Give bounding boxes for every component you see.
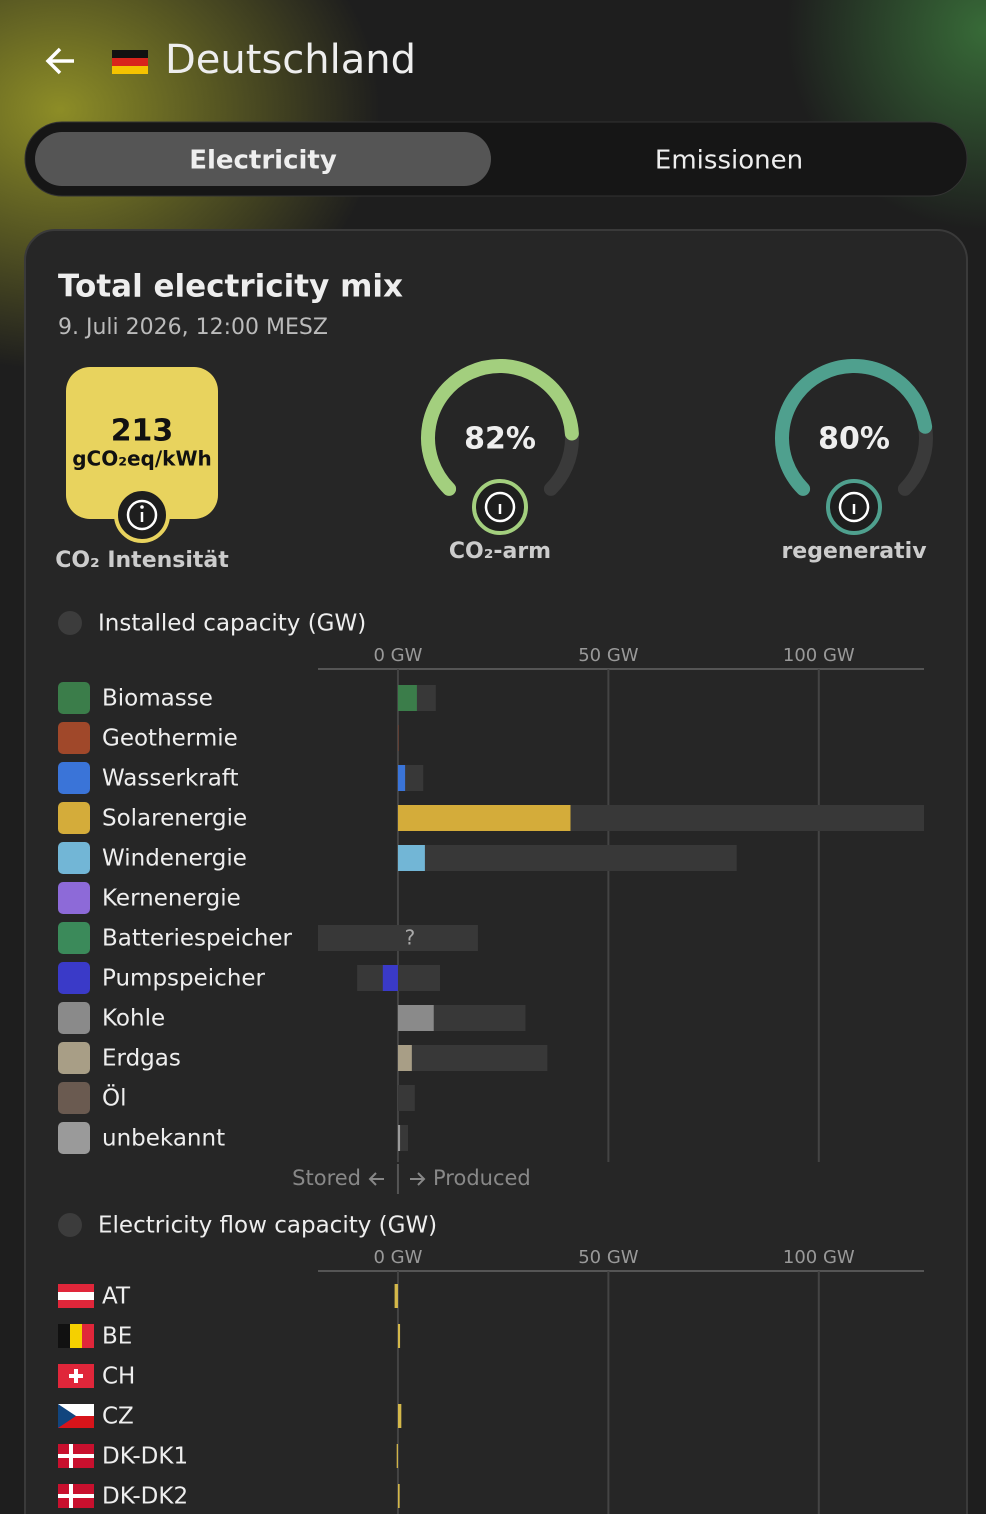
- category-label: AT: [102, 1284, 131, 1310]
- card-title: Total electricity mix: [58, 269, 403, 305]
- flag: [112, 50, 148, 74]
- bar: [397, 1324, 401, 1348]
- intensity-value: 213: [111, 414, 174, 449]
- info-icon: [838, 491, 870, 523]
- bar: [397, 805, 571, 831]
- country-title: Deutschland: [165, 37, 416, 83]
- arrow: [410, 1172, 426, 1186]
- gauge-value: 82%: [464, 422, 536, 457]
- source-icon: [58, 882, 90, 914]
- source-icon: [58, 1122, 90, 1154]
- bar: [397, 1484, 400, 1508]
- x-tick-label: 50 GW: [578, 645, 639, 666]
- source-icon: [58, 762, 90, 794]
- source-icon: [58, 1042, 90, 1074]
- intensity-label: CO₂ Intensität: [55, 548, 229, 573]
- intensity-unit: gCO₂eq/kWh: [72, 447, 212, 471]
- category-label: Wasserkraft: [102, 766, 239, 792]
- flags: [58, 1284, 94, 1508]
- capacity-bar: [357, 965, 441, 991]
- bar: [397, 765, 406, 791]
- bar: [382, 965, 398, 991]
- back-button[interactable]: [45, 47, 74, 75]
- footer-label: Produced: [433, 1166, 531, 1190]
- category-label: Batteriespeicher: [102, 926, 293, 952]
- value-label: ?: [405, 926, 416, 950]
- bar: [396, 1444, 398, 1468]
- section-title: Installed capacity (GW): [98, 611, 366, 637]
- bar: [397, 685, 417, 711]
- x-tick-label: 0 GW: [373, 645, 422, 666]
- source-icon: [58, 722, 90, 754]
- x-tick-label: 100 GW: [783, 645, 855, 666]
- source-icon: [58, 922, 90, 954]
- category-label: Kernenergie: [102, 886, 241, 912]
- category-label: Geothermie: [102, 726, 238, 752]
- bar: [397, 1404, 402, 1428]
- source-icon: [58, 1082, 90, 1114]
- section-toggle[interactable]: [58, 611, 82, 635]
- category-label: DK-DK1: [102, 1444, 188, 1470]
- intensity-box: [66, 367, 218, 519]
- category-label: CH: [102, 1364, 135, 1390]
- category-label: BE: [102, 1324, 132, 1350]
- capacity-bar: [397, 1125, 409, 1151]
- bar: [397, 845, 425, 871]
- tab[interactable]: Emissionen: [655, 146, 803, 176]
- capacity-bar: [397, 845, 737, 871]
- source-icon: [58, 842, 90, 874]
- gauge-value: 80%: [818, 422, 890, 457]
- category-label: Solarenergie: [102, 806, 247, 832]
- x-tick-label: 100 GW: [783, 1247, 855, 1268]
- category-label: Öl: [102, 1084, 127, 1112]
- gauge-arc: [775, 359, 933, 496]
- category-label: Windenergie: [102, 846, 247, 872]
- source-icon: [58, 962, 90, 994]
- bar: [397, 1125, 401, 1151]
- tab-active-bg: [35, 132, 491, 186]
- capacity-bar: [397, 1085, 415, 1111]
- card-subtitle: 9. Juli 2026, 12:00 MESZ: [58, 315, 328, 340]
- category-label: Pumpspeicher: [102, 966, 266, 992]
- source-icon: [58, 682, 90, 714]
- bar: [394, 1284, 398, 1308]
- info-button[interactable]: [114, 487, 170, 543]
- tab[interactable]: Electricity: [189, 146, 337, 176]
- category-label: Erdgas: [102, 1046, 181, 1072]
- bar: [397, 1005, 434, 1031]
- category-label: Kohle: [102, 1006, 165, 1032]
- gauge-label: CO₂-arm: [449, 539, 551, 564]
- info-icon: [484, 491, 516, 523]
- section-title: Electricity flow capacity (GW): [98, 1213, 437, 1239]
- bar: [397, 1045, 412, 1071]
- category-label: CZ: [102, 1404, 134, 1430]
- x-tick-label: 50 GW: [578, 1247, 639, 1268]
- footer-label: Stored: [292, 1166, 361, 1190]
- source-icon: [58, 802, 90, 834]
- capacity-bar: [397, 1045, 548, 1071]
- card: [24, 229, 968, 1514]
- gauge-arc: [421, 359, 579, 496]
- category-label: unbekannt: [102, 1126, 225, 1152]
- x-tick-label: 0 GW: [373, 1247, 422, 1268]
- capacity-bar: [318, 925, 478, 951]
- section-toggle[interactable]: [58, 1213, 82, 1237]
- category-label: DK-DK2: [102, 1484, 188, 1510]
- category-label: Biomasse: [102, 686, 213, 712]
- arrow: [368, 1172, 384, 1186]
- gauge-label: regenerativ: [781, 539, 927, 564]
- source-icon: [58, 1002, 90, 1034]
